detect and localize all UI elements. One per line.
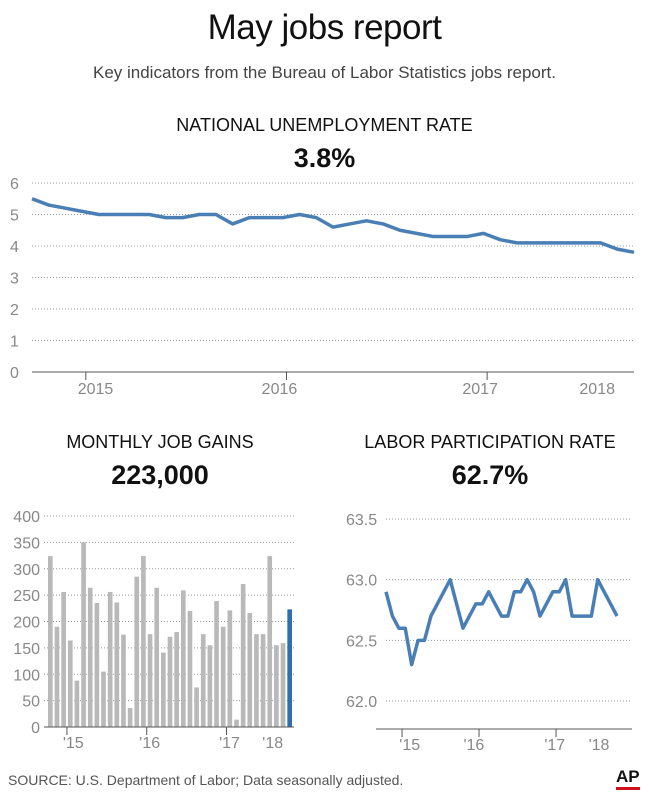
job-gains-bar (67, 640, 73, 727)
job-gains-bar (254, 634, 259, 727)
unemployment-x-tick-label: 2018 (579, 381, 615, 398)
job-gains-bar (74, 680, 80, 727)
job-gains-bar (234, 719, 239, 727)
participation-y-tick-label: 62.0 (346, 694, 377, 711)
job-gains-bar (141, 556, 146, 727)
unemployment-y-tick-label: 5 (10, 208, 19, 225)
job-gains-bar (54, 626, 60, 727)
participation-y-tick-label: 63.0 (346, 573, 377, 590)
job-gains-bar (287, 609, 293, 727)
job-gains-bar (154, 587, 160, 727)
job-gains-x-tick-label: '16 (139, 735, 160, 752)
job-gains-y-tick-label: 100 (13, 667, 40, 684)
job-gains-y-tick-label: 150 (13, 641, 40, 658)
job-gains-bar (174, 632, 179, 727)
job-gains-bar (147, 634, 153, 727)
job-gains-y-tick-label: 200 (13, 615, 40, 632)
job-gains-bar (260, 634, 266, 727)
participation-headline-value: 62.7% (451, 460, 529, 490)
unemployment-headline-value: 3.8% (293, 143, 356, 173)
job-gains-x-tick-label: '18 (262, 735, 283, 752)
unemployment-chart-title: NATIONAL UNEMPLOYMENT RATE (176, 115, 473, 135)
unemployment-y-tick-label: 2 (10, 302, 19, 319)
job-gains-y-tick-label: 250 (13, 588, 40, 605)
unemployment-series-line (31, 197, 635, 255)
participation-series-line (384, 577, 619, 667)
job-gains-bar (267, 556, 273, 727)
job-gains-bar (48, 556, 53, 727)
unemployment-x-tick-label: 2016 (262, 381, 298, 398)
unemployment-x-tick-label: 2015 (78, 381, 114, 398)
job-gains-bar (161, 652, 166, 727)
job-gains-y-tick-label: 400 (13, 509, 40, 526)
job-gains-bar (107, 591, 113, 727)
job-gains-bar (194, 687, 199, 727)
unemployment-x-tick-label: 2017 (462, 381, 498, 398)
unemployment-y-tick-label: 0 (10, 365, 19, 382)
job-gains-bar (101, 671, 106, 727)
job-gains-bar (214, 600, 219, 727)
unemployment-y-tick-label: 6 (10, 176, 19, 193)
job-gains-y-tick-label: 0 (31, 720, 40, 737)
ap-logo: AP (616, 768, 640, 790)
job-gains-y-tick-label: 50 (22, 694, 40, 711)
job-gains-bar (180, 590, 186, 727)
job-gains-bar (167, 636, 173, 727)
participation-y-tick-label: 62.5 (346, 633, 377, 650)
participation-x-tick-label: '15 (399, 737, 420, 754)
job-gains-bar (127, 708, 133, 727)
unemployment-y-tick-label: 1 (10, 334, 19, 351)
participation-x-tick-label: '18 (589, 737, 610, 754)
job-gains-bar (114, 602, 120, 727)
source-note: SOURCE: U.S. Department of Labor; Data s… (8, 772, 404, 788)
unemployment-y-tick-label: 4 (10, 239, 19, 256)
job-gains-bar (207, 645, 213, 727)
participation-x-tick-label: '17 (544, 737, 565, 754)
job-gains-bar (87, 587, 93, 727)
job-gains-bar (247, 613, 253, 727)
job-gains-chart-title: MONTHLY JOB GAINS (66, 432, 254, 452)
job-gains-y-tick-label: 300 (13, 562, 40, 579)
job-gains-bar (81, 542, 86, 727)
job-gains-bar (227, 610, 233, 727)
job-gains-bar (134, 576, 140, 727)
job-gains-bar (280, 643, 286, 727)
job-gains-x-tick-label: '17 (219, 735, 240, 752)
job-gains-bar (94, 603, 100, 727)
page-title: May jobs report (207, 8, 442, 47)
job-gains-headline-value: 223,000 (111, 460, 209, 490)
page-subtitle: Key indicators from the Bureau of Labor … (92, 63, 556, 82)
job-gains-x-tick-label: '15 (63, 735, 84, 752)
participation-y-tick-label: 63.5 (346, 512, 377, 529)
participation-chart-title: LABOR PARTICIPATION RATE (364, 432, 616, 452)
job-gains-bar (240, 584, 246, 727)
job-gains-bar (61, 591, 66, 727)
job-gains-bar (274, 645, 279, 727)
job-gains-bar (187, 610, 193, 727)
job-gains-bar (121, 634, 126, 727)
unemployment-y-tick-label: 3 (10, 271, 19, 288)
participation-x-tick-label: '16 (463, 737, 484, 754)
job-gains-bar (200, 634, 206, 727)
job-gains-y-tick-label: 350 (13, 535, 40, 552)
job-gains-bar (220, 626, 226, 727)
